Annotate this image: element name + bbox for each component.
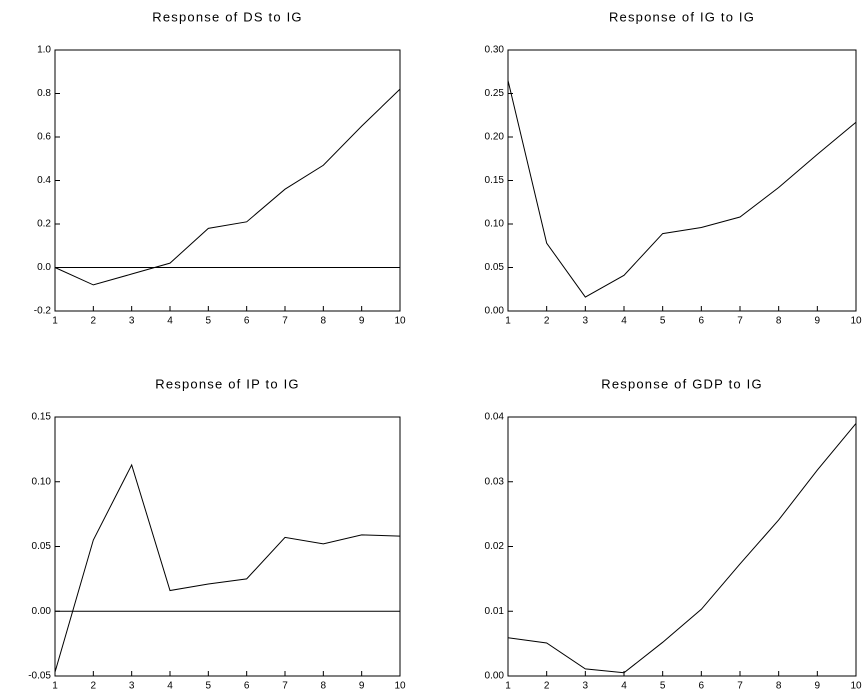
y-tick-label: 0.25: [485, 88, 505, 99]
y-tick-label: -0.05: [28, 671, 51, 682]
y-tick-label: 0.15: [485, 175, 505, 186]
x-tick-label: 3: [583, 316, 589, 327]
panel-title: Response of IP to IG: [155, 376, 299, 391]
y-tick-label: 0.6: [37, 132, 51, 143]
x-tick-label: 10: [394, 316, 406, 327]
response-line: [507, 423, 857, 674]
x-tick-label: 1: [52, 681, 58, 692]
y-tick-label: 0.02: [485, 541, 505, 552]
y-tick-label: 0.20: [485, 132, 505, 143]
y-tick-label: 0.04: [485, 412, 505, 423]
y-tick-label: 0.2: [37, 219, 51, 230]
panel-title: Response of IG to IG: [609, 9, 755, 24]
y-tick-label: 0.0: [37, 262, 51, 273]
response-line: [507, 80, 857, 298]
x-tick-label: 8: [776, 681, 782, 692]
x-tick-label: 6: [699, 681, 705, 692]
y-tick-label: 0.03: [485, 476, 505, 487]
y-tick-label: 0.05: [485, 262, 505, 273]
x-tick-label: 5: [660, 681, 666, 692]
y-tick-label: -0.2: [34, 306, 52, 317]
x-tick-label: 5: [660, 316, 666, 327]
x-tick-label: 8: [321, 316, 327, 327]
plot-frame: [54, 416, 401, 677]
x-tick-label: 10: [850, 316, 862, 327]
plot-frame: [507, 416, 857, 677]
y-tick-label: 0.00: [485, 671, 505, 682]
x-tick-label: 2: [91, 316, 97, 327]
x-tick-label: 4: [621, 681, 627, 692]
y-tick-label: 0.30: [485, 45, 505, 56]
panel-title: Response of GDP to IG: [601, 376, 763, 391]
y-tick-label: 0.10: [485, 219, 505, 230]
x-tick-label: 3: [583, 681, 589, 692]
x-tick-label: 8: [776, 316, 782, 327]
response-line: [54, 88, 401, 286]
y-tick-label: 0.8: [37, 88, 51, 99]
x-tick-label: 6: [699, 316, 705, 327]
x-tick-label: 9: [815, 316, 821, 327]
x-tick-label: 6: [244, 681, 250, 692]
y-tick-label: 0.01: [485, 606, 505, 617]
x-tick-label: 7: [737, 316, 743, 327]
y-tick-label: 0.00: [485, 306, 505, 317]
x-tick-label: 10: [394, 681, 406, 692]
panel-title: Response of DS to IG: [152, 9, 302, 24]
x-tick-label: 2: [544, 316, 550, 327]
x-tick-label: 9: [359, 316, 365, 327]
x-tick-label: 4: [167, 316, 173, 327]
y-tick-label: 0.15: [32, 412, 52, 423]
x-tick-label: 3: [129, 681, 135, 692]
x-tick-label: 4: [621, 316, 627, 327]
y-tick-label: 1.0: [37, 45, 51, 56]
y-tick-label: 0.00: [32, 606, 52, 617]
x-tick-label: 6: [244, 316, 250, 327]
x-tick-label: 8: [321, 681, 327, 692]
x-tick-label: 7: [282, 316, 288, 327]
plot-frame: [507, 49, 857, 312]
x-tick-label: 9: [359, 681, 365, 692]
plot-frame: [54, 49, 401, 312]
response-line: [54, 463, 401, 673]
x-tick-label: 2: [544, 681, 550, 692]
y-tick-label: 0.10: [32, 476, 52, 487]
y-tick-label: 0.05: [32, 541, 52, 552]
y-tick-label: 0.4: [37, 175, 51, 186]
x-tick-label: 3: [129, 316, 135, 327]
x-tick-label: 5: [206, 681, 212, 692]
x-tick-label: 7: [737, 681, 743, 692]
x-tick-label: 9: [815, 681, 821, 692]
x-tick-label: 4: [167, 681, 173, 692]
x-tick-label: 1: [505, 681, 511, 692]
x-tick-label: 10: [850, 681, 862, 692]
x-tick-label: 1: [505, 316, 511, 327]
x-tick-label: 5: [206, 316, 212, 327]
x-tick-label: 2: [91, 681, 97, 692]
x-tick-label: 1: [52, 316, 58, 327]
x-tick-label: 7: [282, 681, 288, 692]
